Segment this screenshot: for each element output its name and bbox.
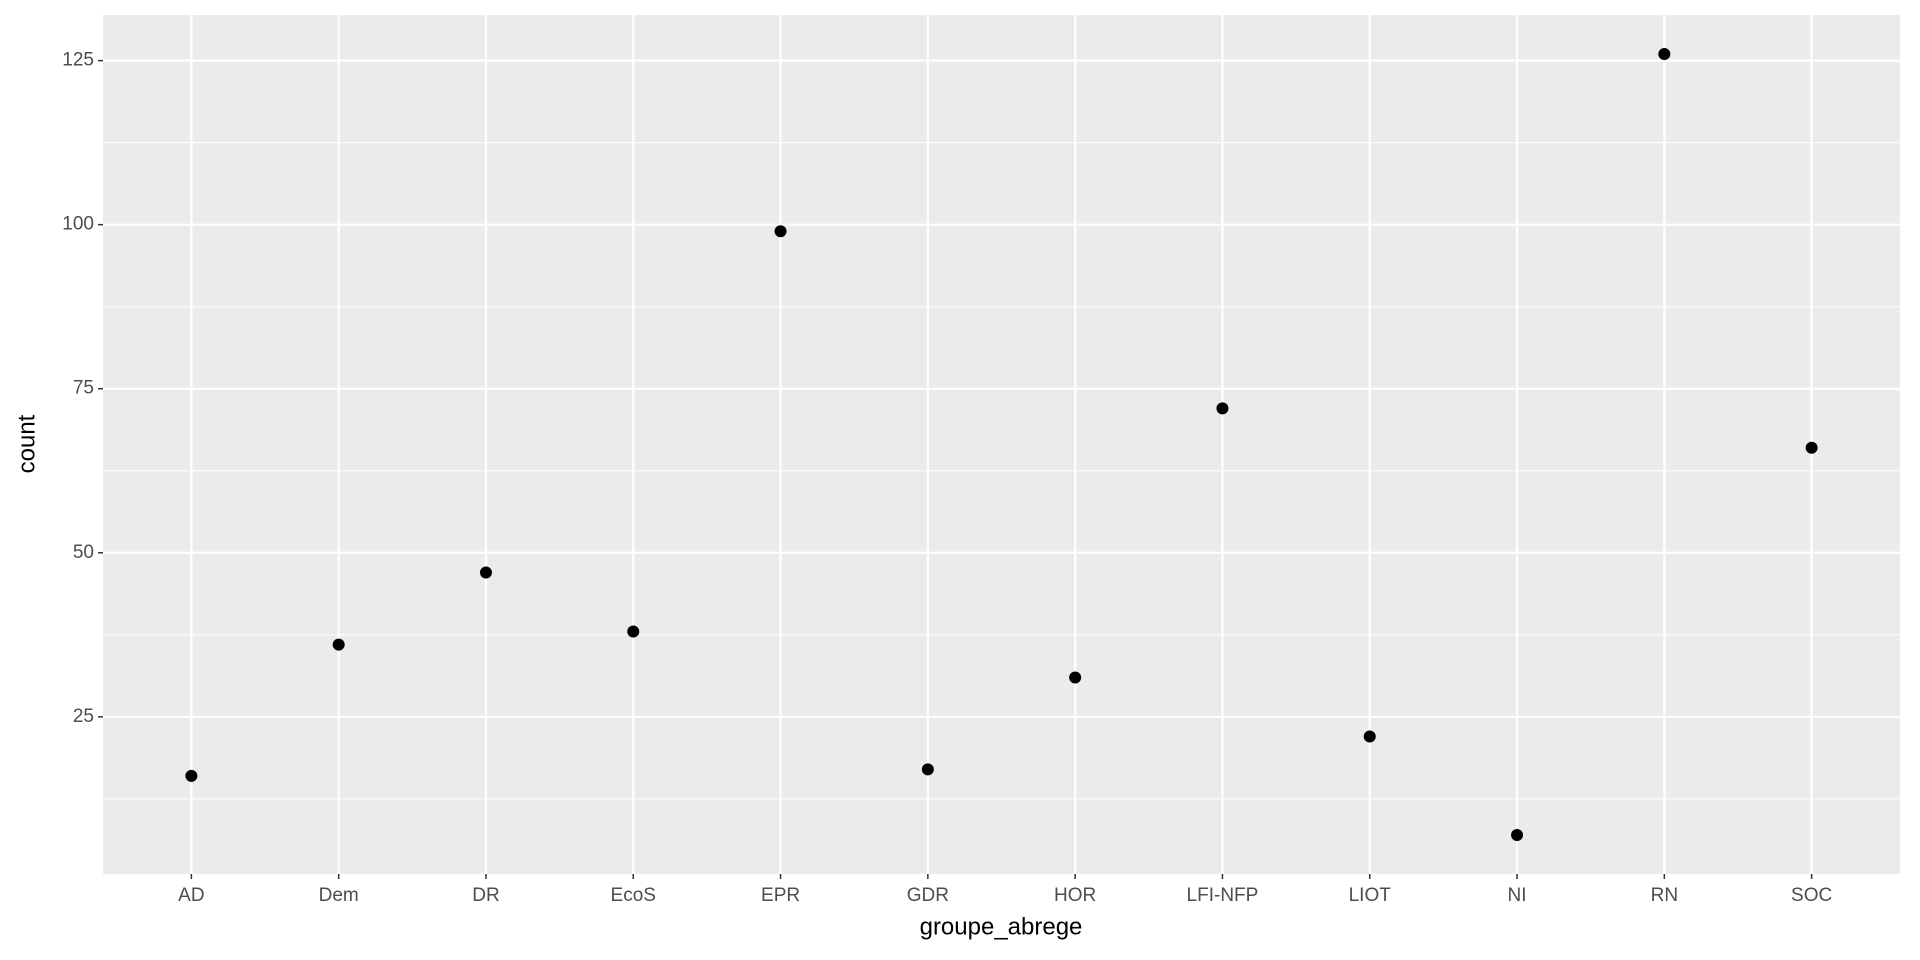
y-tick-label: 75 (73, 378, 94, 399)
x-tick-label: Dem (319, 885, 359, 906)
x-tick-label: EcoS (611, 885, 656, 906)
y-tick-label: 125 (62, 50, 94, 71)
y-tick-label: 25 (73, 706, 94, 727)
y-axis-title: count (13, 414, 40, 473)
panel (103, 15, 1900, 874)
point (921, 763, 934, 776)
y-tick-label: 50 (73, 542, 94, 563)
x-tick-label: AD (178, 885, 204, 906)
x-axis-title: groupe_abrege (920, 913, 1083, 940)
x-tick-label: SOC (1791, 885, 1832, 906)
point (1511, 828, 1524, 841)
x-tick-label: GDR (907, 885, 949, 906)
point (1216, 402, 1229, 415)
point (774, 225, 787, 238)
point (332, 638, 345, 651)
x-tick-label: EPR (761, 885, 800, 906)
x-tick-label: HOR (1054, 885, 1096, 906)
x-tick-label: LFI-NFP (1187, 885, 1259, 906)
point (185, 769, 198, 782)
point (1805, 441, 1818, 454)
point (627, 625, 640, 638)
x-tick-label: LIOT (1349, 885, 1392, 906)
point (1658, 48, 1671, 61)
x-tick-label: RN (1651, 885, 1678, 906)
point (1069, 671, 1082, 684)
point (1363, 730, 1376, 743)
point (479, 566, 492, 579)
x-tick-label: NI (1508, 885, 1527, 906)
y-tick-label: 100 (62, 214, 94, 235)
x-tick-label: DR (472, 885, 499, 906)
